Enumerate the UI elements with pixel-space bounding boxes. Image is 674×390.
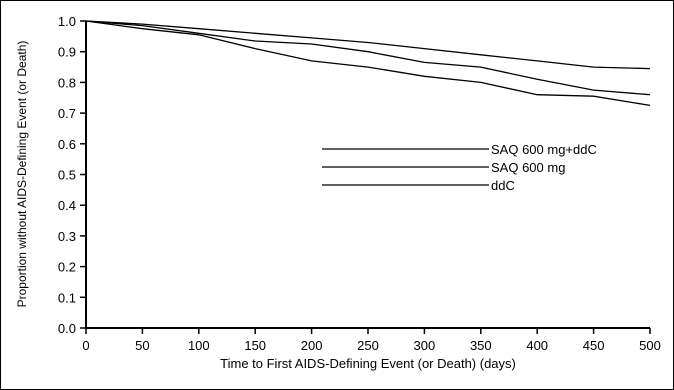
legend-label: SAQ 600 mg [491,160,565,175]
y-tick-label: 0.6 [58,137,76,152]
x-tick-label: 300 [414,338,436,353]
y-tick-label: 0.0 [58,321,76,336]
y-tick-label: 0.9 [58,45,76,60]
x-tick-label: 100 [188,338,210,353]
x-tick-label: 0 [82,338,89,353]
y-tick-label: 0.4 [58,198,76,213]
legend: SAQ 600 mg+ddC SAQ 600 mg ddC [322,142,597,193]
series-line-1 [85,20,651,70]
series-line-3 [85,20,651,107]
y-tick-label: 0.8 [58,75,76,90]
x-tick-label: 400 [526,338,548,353]
series-group [85,20,651,107]
x-tick-label: 500 [639,338,661,353]
x-tick-label: 450 [583,338,605,353]
y-tick-label: 0.1 [58,290,76,305]
y-axis-label: Proportion without AIDS-Defining Event (… [15,41,29,308]
x-tick-label: 50 [135,338,149,353]
x-tick-label: 250 [357,338,379,353]
x-axis-label: Time to First AIDS-Defining Event (or De… [220,356,516,371]
x-tick-group: 0 50 100 150 200 250 300 350 400 450 500 [82,328,661,353]
legend-label: SAQ 600 mg+ddC [491,142,597,157]
legend-label: ddC [491,178,515,193]
y-tick-label: 0.7 [58,106,76,121]
y-tick-label: 0.2 [58,260,76,275]
series-line-2 [85,20,651,96]
x-tick-label: 150 [244,338,266,353]
y-tick-label: 0.5 [58,168,76,183]
y-tick-label: 0.3 [58,229,76,244]
x-tick-label: 200 [301,338,323,353]
y-tick-group: 0.0 0.1 0.2 0.3 0.4 0.5 0.6 0.7 0.8 0.9 1.0 [58,14,86,336]
y-tick-label: 1.0 [58,14,76,29]
x-tick-label: 350 [470,338,492,353]
